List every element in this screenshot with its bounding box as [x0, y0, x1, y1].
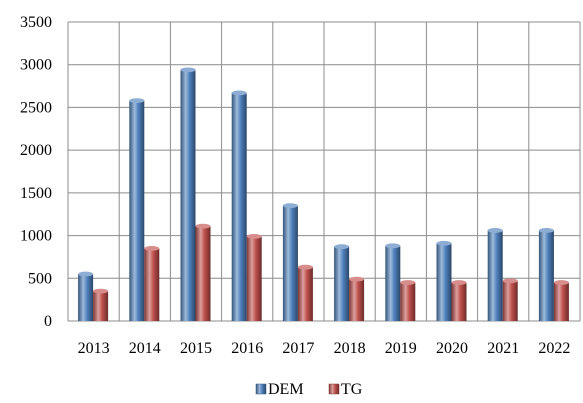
bar-cap: [78, 271, 94, 277]
y-tick-label: 1000: [20, 228, 52, 245]
bar-cap: [385, 243, 401, 249]
bar-tg-2019: [400, 280, 416, 321]
y-tick-label: 3000: [20, 57, 52, 74]
bar-cap: [334, 244, 350, 250]
bar-tg-2014: [144, 245, 160, 321]
y-tick-label: 3500: [20, 14, 52, 31]
bar-dem-2022: [538, 228, 554, 321]
legend-swatch: [255, 383, 267, 395]
bar-cap: [129, 98, 145, 103]
bar-cap: [487, 228, 503, 233]
bar-cap: [451, 280, 467, 285]
bar-dem-2015: [180, 67, 196, 321]
y-tick-label: 2000: [20, 142, 52, 159]
bar-dem-2021: [487, 228, 503, 321]
x-tick-label: 2016: [231, 340, 263, 357]
y-tick-label: 2500: [20, 99, 52, 116]
legend-label: DEM: [268, 381, 304, 398]
bar-tg-2015: [195, 223, 211, 321]
x-tick-label: 2019: [385, 340, 417, 357]
y-tick-label: 1500: [20, 185, 52, 202]
bar-cap: [195, 223, 211, 229]
bar-dem-2016: [231, 90, 247, 321]
bar: [93, 291, 109, 321]
legend: DEM TG: [255, 381, 363, 398]
bar: [436, 243, 452, 321]
bar: [129, 100, 145, 321]
x-tick-label: 2017: [282, 340, 314, 357]
bar-cap: [553, 280, 569, 285]
bar-dem-2014: [129, 98, 145, 321]
bar-cap: [538, 228, 554, 233]
bar: [180, 69, 196, 321]
bar: [400, 282, 416, 321]
bar: [349, 279, 365, 321]
y-tick-label: 0: [44, 313, 52, 330]
bar-cap: [297, 264, 313, 270]
bar: [487, 230, 503, 321]
bar-cap: [93, 288, 109, 294]
y-tick-label: 500: [28, 270, 52, 287]
bar: [451, 282, 467, 321]
x-tick-label: 2013: [78, 340, 110, 357]
y-axis: 0 500 1000 1500 2000 2500 3000 3500: [20, 14, 52, 330]
bar: [553, 282, 569, 321]
gridlines: [67, 21, 581, 322]
bar-cap: [246, 234, 262, 239]
bar: [78, 274, 94, 321]
x-axis: 2013 2014 2015 2016 2017 2018 2019 2020 2021 2022: [78, 340, 571, 357]
bar-cap: [436, 240, 452, 246]
bar-dem-2017: [282, 203, 298, 321]
bar: [195, 226, 211, 321]
x-tick-label: 2021: [487, 340, 519, 357]
legend-swatch: [328, 383, 340, 395]
bar-cap: [502, 278, 518, 284]
bar-tg-2021: [502, 278, 518, 321]
bar: [246, 236, 262, 321]
bar: [297, 267, 313, 321]
bar-dem-2019: [385, 243, 401, 321]
bar-tg-2017: [297, 264, 313, 321]
bar-dem-2020: [436, 240, 452, 321]
bar-cap: [231, 90, 247, 96]
bar-tg-2013: [93, 288, 109, 321]
bar-cap: [180, 67, 196, 73]
x-tick-label: 2020: [436, 340, 468, 357]
x-tick-label: 2022: [538, 340, 570, 357]
bar-cap: [400, 280, 416, 285]
x-tick-label: 2015: [180, 340, 212, 357]
bar: [144, 248, 160, 321]
bar-tg-2020: [451, 280, 467, 321]
bar: [502, 280, 518, 321]
bar-dem-2018: [334, 244, 350, 321]
bar-tg-2018: [349, 276, 365, 321]
bar-tg-2016: [246, 234, 262, 321]
bar: [231, 92, 247, 321]
legend-item-dem: DEM: [255, 381, 304, 398]
bar-tg-2022: [553, 280, 569, 321]
bar: [538, 230, 554, 321]
legend-label: TG: [341, 381, 363, 398]
legend-item-tg: TG: [328, 381, 363, 398]
bar: [334, 246, 350, 321]
bars: [78, 67, 569, 321]
bar-dem-2013: [78, 271, 94, 321]
x-tick-label: 2018: [334, 340, 366, 357]
bar-cap: [144, 245, 160, 251]
bar: [385, 245, 401, 321]
bar-cap: [282, 203, 298, 209]
x-tick-label: 2014: [129, 340, 161, 357]
bar-cap: [349, 276, 365, 282]
bar: [282, 205, 298, 321]
